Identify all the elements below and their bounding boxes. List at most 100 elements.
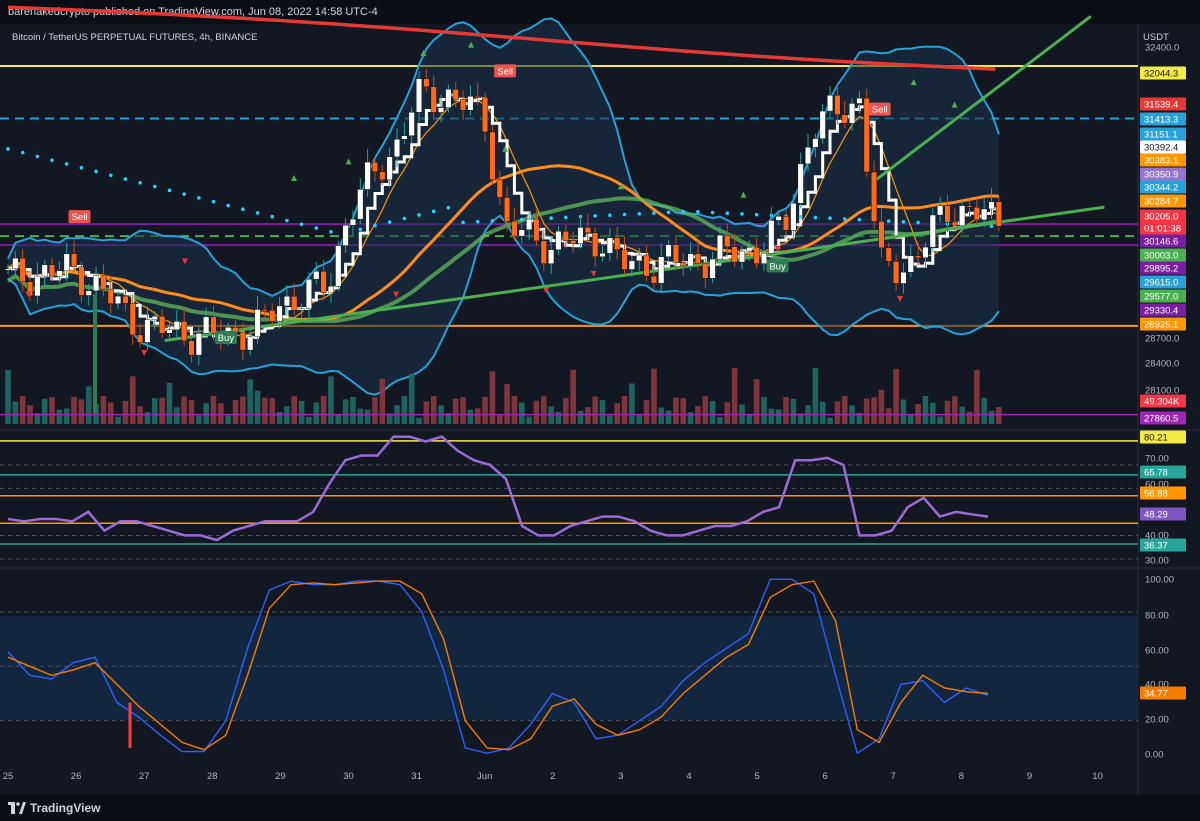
rsi-tick: 40.00 bbox=[1145, 531, 1169, 542]
candle-body bbox=[929, 214, 936, 248]
volume-bar bbox=[504, 384, 510, 424]
candle-body bbox=[41, 264, 48, 277]
candle-body bbox=[122, 295, 129, 304]
dot-indicator bbox=[666, 210, 671, 215]
price-badge: 30350.9 bbox=[1144, 170, 1178, 181]
dot-indicator bbox=[373, 223, 377, 228]
dot-indicator bbox=[241, 207, 245, 211]
signal-arrow bbox=[774, 245, 781, 252]
volume-bar bbox=[122, 400, 129, 424]
volume-bar bbox=[658, 407, 665, 424]
volume-bar bbox=[328, 376, 334, 424]
price-badge: 29895.2 bbox=[1144, 264, 1178, 275]
volume-bar bbox=[585, 407, 591, 424]
volume-bar bbox=[768, 408, 775, 424]
signal-arrow bbox=[740, 191, 747, 198]
volume-bar bbox=[474, 408, 481, 424]
dot-indicator bbox=[20, 150, 25, 155]
volume-bar bbox=[643, 399, 650, 424]
publisher-text: barenakedcrypto published on TradingView… bbox=[8, 6, 378, 18]
rsi-badge: 48.29 bbox=[1144, 510, 1168, 521]
price-badge-bg bbox=[1140, 167, 1186, 181]
rsi-badge-bg bbox=[1140, 507, 1186, 521]
volume-bar bbox=[526, 416, 532, 424]
volume-bar bbox=[335, 414, 342, 424]
dot-indicator bbox=[79, 165, 84, 170]
dot-indicator bbox=[182, 192, 186, 196]
volume-bar bbox=[834, 401, 841, 424]
candle-body bbox=[254, 309, 261, 338]
dot-indicator bbox=[50, 158, 54, 162]
volume-bar bbox=[129, 376, 136, 424]
volume-bar bbox=[599, 400, 606, 424]
candle-body bbox=[100, 275, 107, 290]
candle-body bbox=[181, 321, 188, 342]
rsi-tick: 60.00 bbox=[1145, 480, 1169, 491]
volume-bar bbox=[460, 397, 466, 424]
volume-bar bbox=[665, 410, 672, 424]
volume-bar bbox=[107, 402, 114, 424]
candle-body bbox=[687, 253, 694, 267]
time-tick-label: 8 bbox=[959, 771, 964, 782]
price-badge: 31413.3 bbox=[1144, 115, 1178, 126]
signal-label: Sell bbox=[872, 105, 888, 116]
candle-body bbox=[621, 249, 628, 270]
candle-body bbox=[401, 135, 408, 140]
candle-body bbox=[665, 244, 672, 257]
time-tick-label: 4 bbox=[686, 771, 691, 782]
dot-indicator bbox=[270, 214, 275, 219]
volume-bar bbox=[489, 371, 496, 424]
price-badge: 30383.1 bbox=[1144, 156, 1178, 167]
time-tick-label: 6 bbox=[823, 771, 828, 782]
candle-body bbox=[672, 244, 679, 263]
stoch-tick: 40.00 bbox=[1145, 680, 1169, 691]
tradingview-logo[interactable]: TradingView bbox=[8, 801, 100, 815]
ema-orange bbox=[7, 164, 999, 322]
dot-indicator bbox=[622, 212, 627, 217]
volume-bar bbox=[496, 414, 503, 424]
candle-body bbox=[19, 257, 26, 282]
volume-bar bbox=[577, 410, 584, 424]
volume-bar bbox=[386, 413, 393, 424]
candle-body bbox=[907, 255, 914, 273]
dot-indicator bbox=[681, 209, 686, 214]
stoch-tick: 20.00 bbox=[1145, 715, 1169, 726]
volume-bar bbox=[636, 415, 643, 424]
time-tick-label: 9 bbox=[1027, 771, 1032, 782]
volume-bar bbox=[518, 402, 525, 424]
candle-body bbox=[738, 250, 745, 263]
dot-indicator bbox=[123, 177, 128, 181]
volume-bar bbox=[56, 409, 63, 424]
candle-body bbox=[951, 221, 958, 226]
price-badge: 29615.0 bbox=[1144, 278, 1178, 289]
volume-bar bbox=[753, 379, 760, 424]
volume-bar bbox=[680, 398, 687, 424]
price-badge: 31539.4 bbox=[1144, 100, 1178, 111]
price-badge: 27860.5 bbox=[1144, 414, 1178, 425]
rsi-badge: 65.78 bbox=[1144, 468, 1168, 479]
dot-indicator bbox=[857, 217, 862, 222]
candle-body bbox=[63, 253, 70, 271]
price-badge-bg bbox=[1140, 317, 1186, 331]
stoch-badge-bg bbox=[1140, 686, 1186, 700]
dot-indicator bbox=[314, 226, 319, 230]
candle-body bbox=[283, 296, 290, 307]
candle-body bbox=[173, 321, 180, 330]
candle-body bbox=[841, 114, 848, 124]
volume-bar bbox=[151, 398, 158, 424]
price-tick: 28400.0 bbox=[1145, 359, 1179, 370]
volume-bar bbox=[812, 368, 819, 424]
price-badge: 30344.2 bbox=[1144, 183, 1178, 194]
volume-bar bbox=[12, 401, 19, 424]
price-badge: 30205.0 bbox=[1144, 212, 1178, 223]
volume-bar bbox=[790, 398, 797, 424]
candle-body bbox=[438, 107, 445, 113]
signal-badge bbox=[68, 210, 91, 224]
volume-bar bbox=[746, 414, 753, 424]
volume-bar bbox=[379, 378, 386, 424]
volume-bar bbox=[218, 403, 224, 424]
dot-indicator bbox=[358, 227, 363, 232]
candle-body bbox=[298, 308, 305, 311]
volume-bar bbox=[724, 402, 731, 424]
